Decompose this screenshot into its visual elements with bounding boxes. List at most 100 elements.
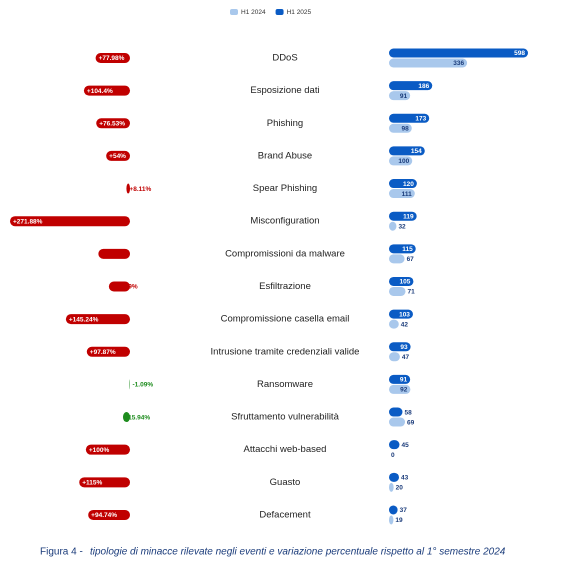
count-label: 186 bbox=[418, 83, 429, 90]
count-label: 93 bbox=[400, 344, 408, 351]
count-bar bbox=[389, 374, 411, 384]
change-bar bbox=[65, 314, 130, 325]
category-label: Misconfiguration bbox=[250, 216, 319, 227]
count-bar bbox=[389, 146, 425, 156]
category-label: Esfiltrazione bbox=[259, 281, 311, 292]
count-label: 92 bbox=[400, 387, 408, 394]
category-label: Intrusione tramite credenziali valide bbox=[211, 346, 360, 357]
count-label: 336 bbox=[453, 60, 464, 67]
change-bar bbox=[126, 183, 130, 194]
category-label: Ransomware bbox=[257, 379, 313, 390]
change-label: +100% bbox=[89, 447, 110, 454]
change-label: +104.4% bbox=[87, 88, 113, 95]
count-label: 91 bbox=[400, 377, 408, 384]
count-bar bbox=[389, 211, 417, 221]
count-label: 103 bbox=[399, 311, 410, 318]
count-label: 91 bbox=[400, 93, 408, 100]
count-label: 37 bbox=[400, 507, 408, 514]
count-bar bbox=[389, 179, 417, 189]
count-bar bbox=[389, 123, 412, 133]
change-bar bbox=[10, 216, 130, 227]
legend-label: H1 2024 bbox=[241, 9, 266, 16]
count-bar bbox=[389, 58, 468, 68]
count-bar bbox=[389, 276, 414, 286]
change-bar bbox=[83, 85, 130, 96]
count-label: 71 bbox=[408, 289, 416, 296]
count-label: 98 bbox=[402, 125, 410, 132]
category-label: Guasto bbox=[270, 477, 301, 488]
count-label: 115 bbox=[402, 246, 413, 253]
count-label: 19 bbox=[395, 517, 403, 524]
count-label: 67 bbox=[407, 256, 415, 263]
change-label: +8.11% bbox=[129, 186, 151, 193]
category-label: Attacchi web-based bbox=[244, 444, 327, 455]
count-bar bbox=[389, 352, 400, 362]
change-label: +271.88% bbox=[13, 218, 43, 225]
count-label: 105 bbox=[400, 279, 411, 286]
count-bar bbox=[389, 113, 430, 123]
change-label: -1.09% bbox=[133, 382, 154, 389]
category-label: Brand Abuse bbox=[258, 150, 312, 161]
count-label: 0 bbox=[391, 452, 395, 459]
change-label: +77.98% bbox=[99, 55, 125, 62]
count-bar bbox=[389, 440, 400, 450]
count-bar bbox=[389, 221, 397, 231]
change-bar bbox=[86, 346, 130, 357]
legend-label: H1 2025 bbox=[287, 9, 312, 16]
count-label: 20 bbox=[396, 485, 404, 492]
count-label: 58 bbox=[404, 409, 412, 416]
count-bar bbox=[389, 482, 394, 492]
count-bar bbox=[389, 472, 399, 482]
count-bar bbox=[389, 319, 399, 329]
category-label: Spear Phishing bbox=[253, 183, 317, 194]
count-label: 173 bbox=[415, 115, 426, 122]
caption-text: tipologie di minacce rilevate negli even… bbox=[90, 547, 506, 558]
change-bar bbox=[108, 281, 130, 292]
change-bar bbox=[88, 509, 130, 520]
count-label: 43 bbox=[401, 475, 409, 482]
change-label: +115% bbox=[82, 480, 102, 487]
count-bar bbox=[389, 384, 411, 394]
count-bar bbox=[389, 309, 413, 319]
count-label: 119 bbox=[403, 213, 414, 220]
change-bar bbox=[106, 150, 130, 161]
change-label: +145.24% bbox=[69, 316, 99, 323]
category-label: Defacement bbox=[259, 509, 311, 520]
category-label: Esposizione dati bbox=[250, 85, 319, 96]
count-label: 45 bbox=[401, 442, 409, 449]
count-label: 598 bbox=[514, 50, 525, 57]
category-label: Compromissioni da malware bbox=[225, 248, 345, 259]
count-label: 154 bbox=[411, 148, 422, 155]
change-bar bbox=[95, 53, 130, 63]
caption-label: Figura 4 - bbox=[40, 547, 83, 558]
change-label: +97.87% bbox=[90, 349, 116, 356]
count-bar bbox=[389, 505, 398, 515]
count-bar bbox=[389, 244, 416, 254]
count-label: 120 bbox=[403, 181, 414, 188]
count-label: 47 bbox=[402, 354, 410, 361]
category-label: Compromissione casella email bbox=[221, 314, 350, 325]
count-bar bbox=[389, 407, 403, 417]
count-bar bbox=[389, 417, 406, 427]
change-label: +71.64% bbox=[101, 251, 127, 258]
count-bar bbox=[389, 48, 528, 58]
change-label: +76.53% bbox=[99, 120, 125, 127]
change-bar bbox=[85, 444, 130, 455]
change-label: +94.74% bbox=[91, 512, 117, 519]
count-bar bbox=[389, 81, 433, 91]
change-label: +47.89% bbox=[112, 284, 138, 291]
change-bar bbox=[98, 248, 130, 259]
category-label: Phishing bbox=[267, 118, 303, 129]
count-bar bbox=[389, 254, 405, 264]
count-bar bbox=[389, 342, 411, 352]
count-label: 42 bbox=[401, 321, 409, 328]
legend-swatch bbox=[275, 9, 284, 15]
change-label: +54% bbox=[109, 153, 126, 160]
count-bar bbox=[389, 91, 411, 101]
count-bar bbox=[389, 515, 394, 525]
change-bar bbox=[96, 118, 130, 129]
change-bar bbox=[79, 477, 130, 488]
legend-swatch bbox=[230, 9, 238, 15]
count-bar bbox=[389, 156, 413, 166]
